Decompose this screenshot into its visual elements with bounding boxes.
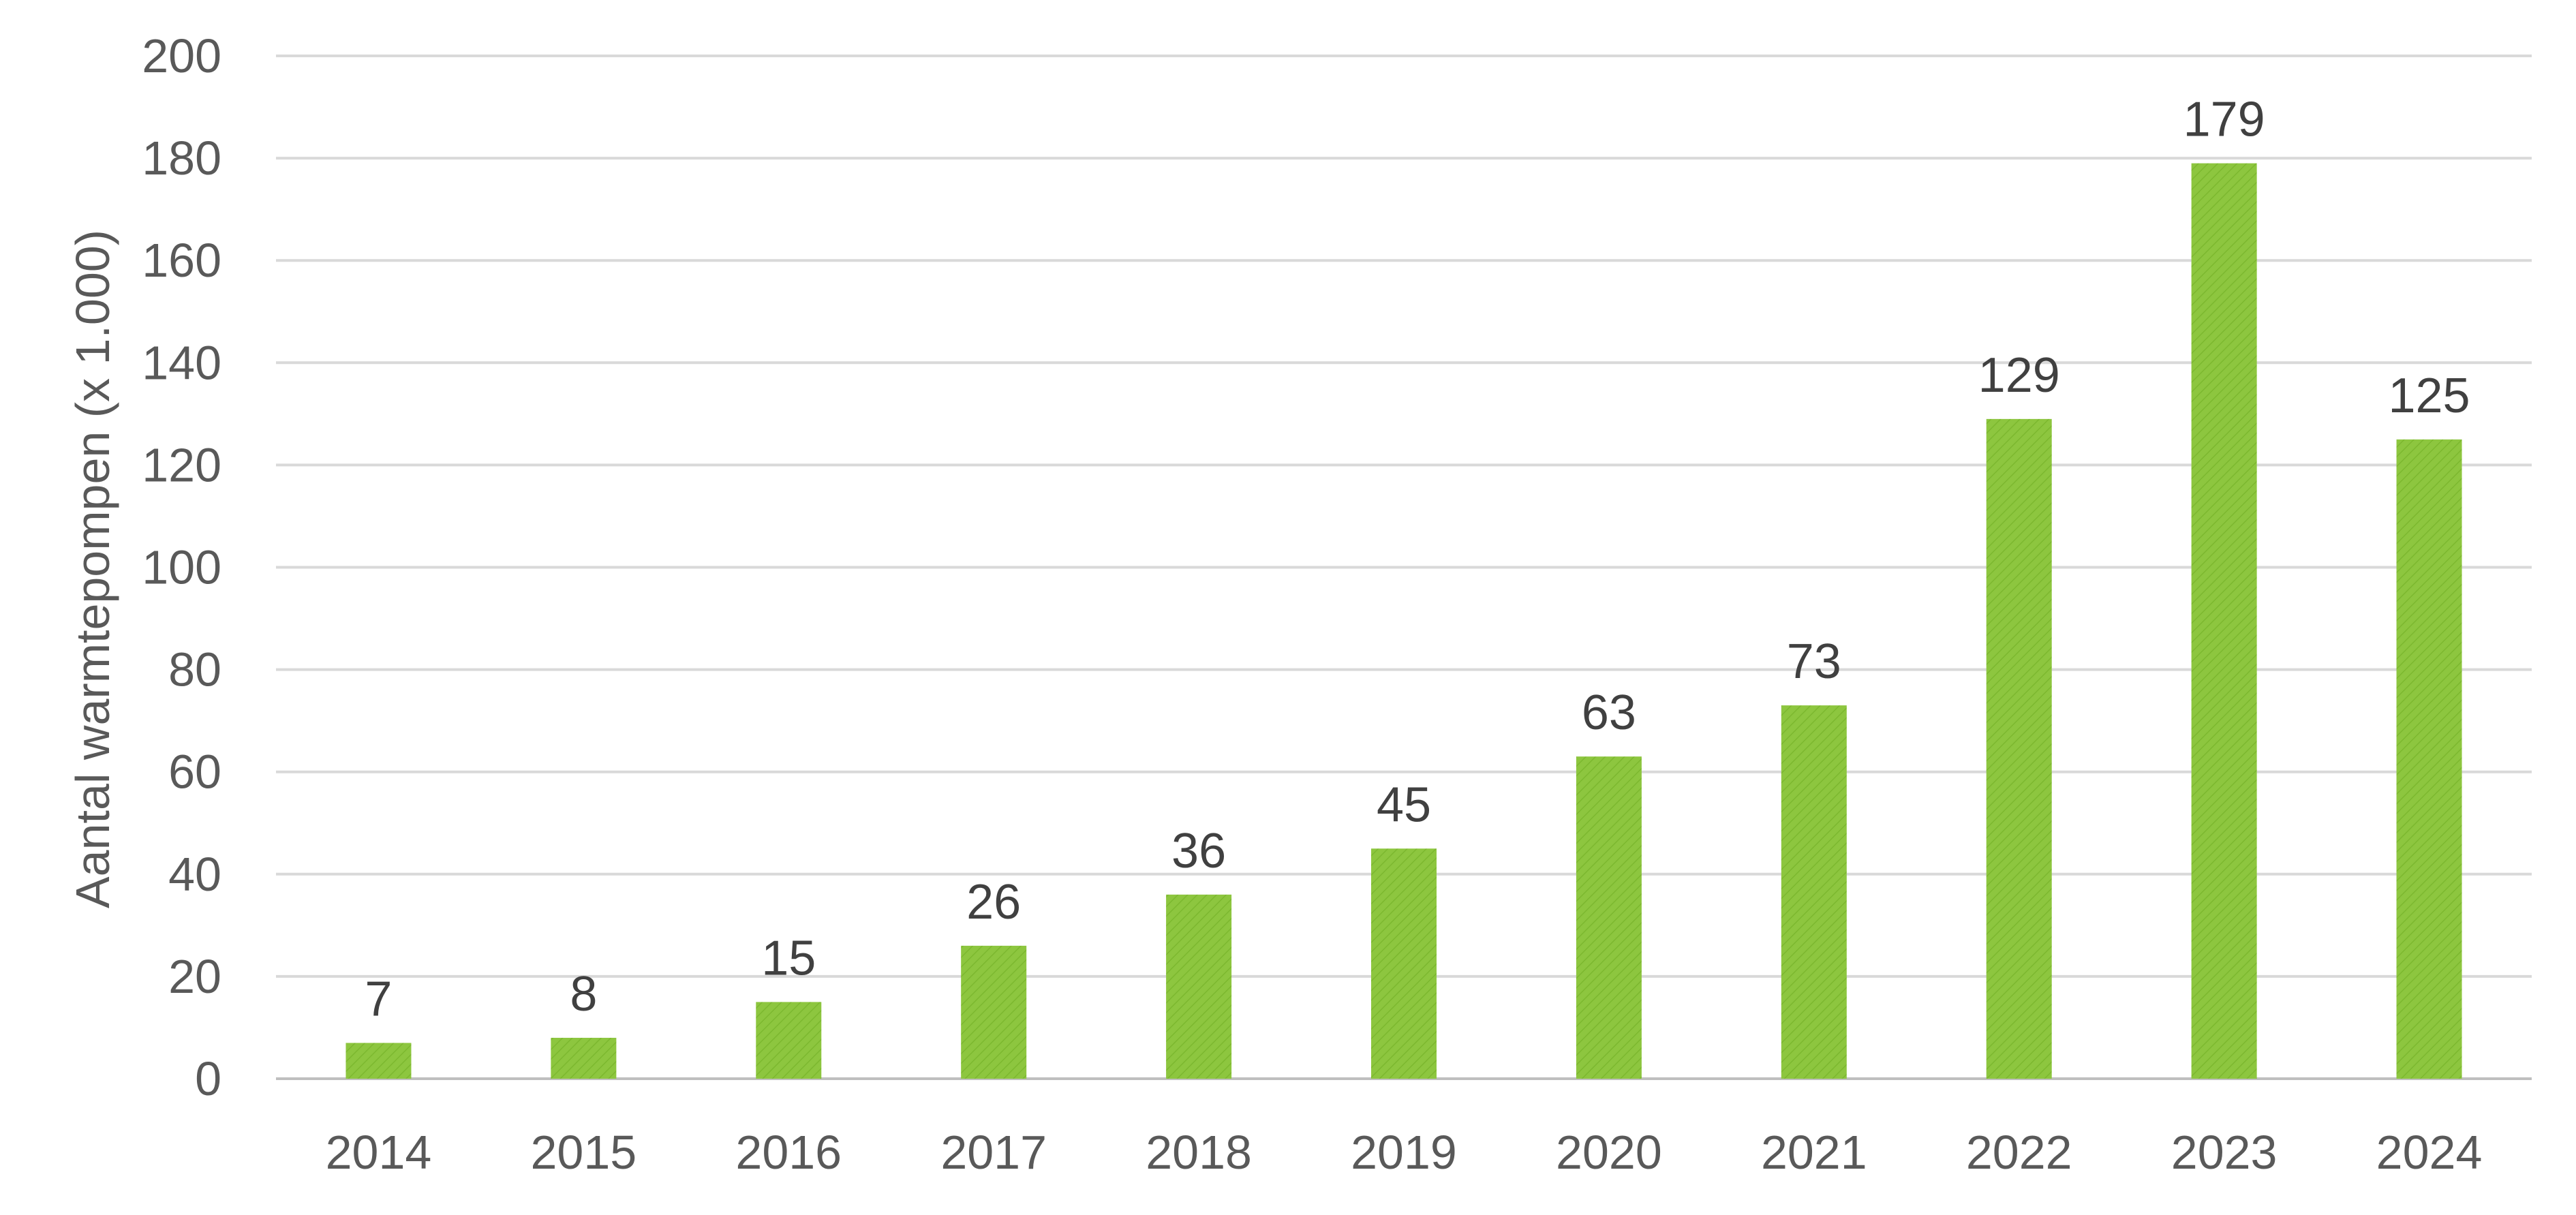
x-tick-label-2014: 2014	[326, 1126, 432, 1179]
x-tick-label-2015: 2015	[530, 1126, 637, 1179]
y-tick-label: 200	[142, 29, 221, 82]
y-tick-label: 160	[142, 234, 221, 287]
y-tick-label: 120	[142, 438, 221, 491]
data-label-2021: 73	[1787, 634, 1841, 689]
x-tick-label-2022: 2022	[1966, 1126, 2072, 1179]
x-tick-label-2021: 2021	[1761, 1126, 1867, 1179]
data-label-2018: 36	[1171, 824, 1226, 878]
bars	[346, 163, 2462, 1079]
y-axis-title: Aantal warmtepompen (x 1.000)	[66, 230, 119, 908]
y-tick-label: 140	[142, 336, 221, 389]
data-label-2015: 8	[570, 967, 597, 1021]
y-tick-label: 0	[195, 1052, 221, 1105]
bar-2015	[551, 1037, 617, 1079]
y-axis-ticks: 0 20 40 60 80 100 120 140 160 180 200	[142, 29, 221, 1105]
x-tick-label-2016: 2016	[735, 1126, 842, 1179]
bar-2016	[756, 1002, 822, 1079]
data-label-2023: 179	[2183, 93, 2265, 147]
data-label-2017: 26	[966, 875, 1021, 929]
y-tick-label: 60	[168, 745, 221, 799]
x-axis-ticks: 2014 2015 2016 2017 2018 2019 2020 2021 2022 2023…	[326, 1126, 2483, 1179]
y-tick-label: 40	[168, 848, 221, 901]
bar-2018	[1166, 894, 1232, 1079]
bar-2023	[2191, 163, 2257, 1079]
gridlines	[276, 55, 2532, 1080]
data-label-2014: 7	[365, 972, 392, 1026]
x-tick-label-2023: 2023	[2171, 1126, 2278, 1179]
y-tick-label: 100	[142, 541, 221, 594]
data-label-2024: 125	[2388, 369, 2470, 423]
data-label-2022: 129	[1978, 348, 2060, 403]
x-tick-label-2020: 2020	[1556, 1126, 1662, 1179]
y-tick-label: 180	[142, 132, 221, 185]
x-tick-label-2018: 2018	[1146, 1126, 1252, 1179]
bar-2021	[1781, 705, 1847, 1079]
bar-2022	[1986, 418, 2052, 1079]
y-tick-label: 80	[168, 643, 221, 696]
bar-2017	[961, 945, 1027, 1079]
x-tick-label-2017: 2017	[940, 1126, 1047, 1179]
bar-2024	[2396, 439, 2462, 1079]
data-label-2019: 45	[1377, 778, 1431, 832]
data-label-2016: 15	[761, 931, 816, 985]
x-tick-label-2024: 2024	[2376, 1126, 2483, 1179]
bar-2014	[346, 1043, 412, 1079]
data-labels: 7 8 15 26 36 45 63 73 129 179 125	[365, 93, 2470, 1027]
x-tick-label-2019: 2019	[1351, 1126, 1457, 1179]
y-tick-label: 20	[168, 950, 221, 1003]
data-label-2020: 63	[1582, 686, 1636, 740]
bar-2019	[1371, 848, 1437, 1079]
bar-2020	[1576, 756, 1642, 1079]
